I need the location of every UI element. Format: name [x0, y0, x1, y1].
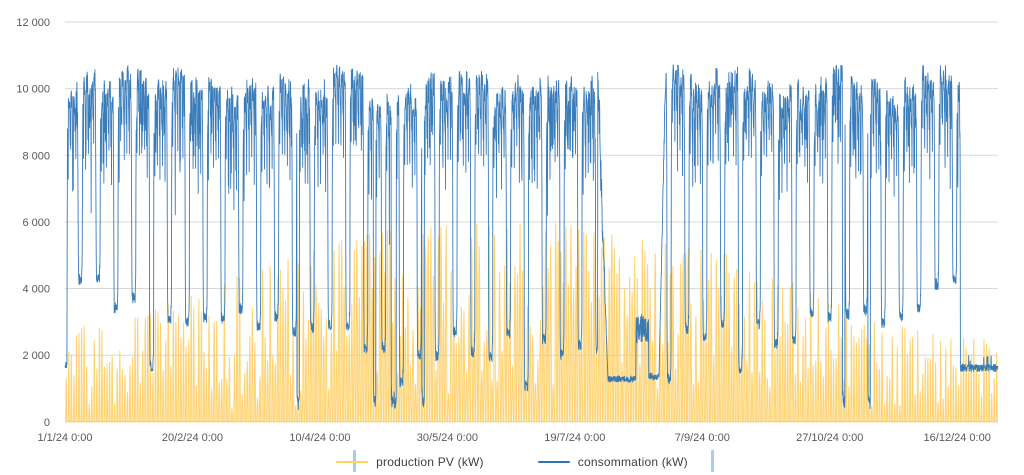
- chart-legend: production PV (kW) consommation (kW): [0, 451, 1024, 473]
- y-axis-label: 8 000: [22, 150, 50, 162]
- consumption-line-swatch: [537, 461, 570, 463]
- x-axis-label: 19/7/24 0:00: [544, 432, 605, 444]
- y-axis-label: 2 000: [22, 350, 50, 362]
- y-axis-label: 10 000: [16, 84, 50, 96]
- x-axis-label: 27/10/24 0:00: [796, 432, 863, 444]
- legend-label-consumption: consommation (kW): [577, 455, 688, 469]
- y-axis-label: 4 000: [22, 284, 50, 296]
- production-line-swatch: [336, 461, 369, 463]
- x-axis-label: 7/9/24 0:00: [675, 432, 730, 444]
- x-axis-label: 16/12/24 0:00: [924, 432, 991, 444]
- x-axis-label: 1/1/24 0:00: [37, 432, 92, 444]
- production-pv-series: [65, 223, 998, 423]
- legend-item-production: production PV (kW): [336, 455, 484, 469]
- x-axis-label: 10/4/24 0:00: [289, 432, 350, 444]
- y-axis-label: 0: [44, 417, 50, 429]
- consumption-series: [64, 63, 999, 410]
- y-axis-label: 6 000: [22, 217, 50, 229]
- x-axis-label: 20/2/24 0:00: [162, 432, 223, 444]
- legend-label-production: production PV (kW): [376, 455, 484, 469]
- y-axis-label: 12 000: [16, 17, 50, 29]
- legend-right-marker: [711, 450, 714, 472]
- legend-item-consumption: consommation (kW): [537, 455, 688, 469]
- x-axis-label: 30/5/24 0:00: [417, 432, 478, 444]
